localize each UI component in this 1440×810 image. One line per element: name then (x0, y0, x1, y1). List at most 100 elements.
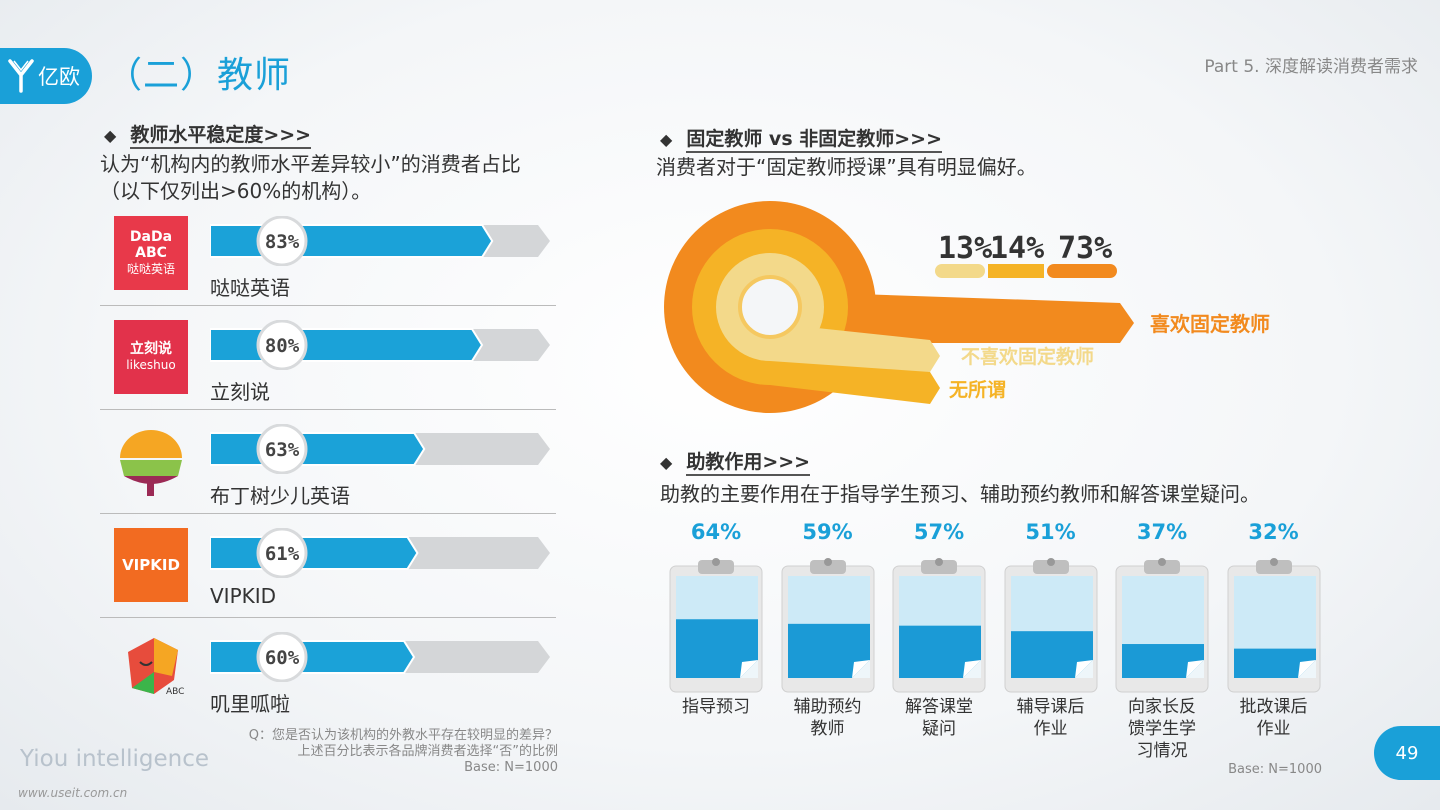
clipboard-bar (1004, 558, 1097, 693)
fixed-teacher-heading: ◆ 固定教师 vs 非固定教师>>> (660, 124, 942, 153)
clip-icon (1255, 560, 1292, 574)
brand-bar: 80% (210, 320, 550, 370)
value-label: 61% (265, 543, 300, 565)
arrow-prefer (770, 291, 1134, 343)
assistant-category-label: 向家长反 馈学生学 习情况 (1114, 696, 1210, 762)
assistant-category-line: 作业 (1256, 719, 1291, 739)
assistant-category-line: 习情况 (1136, 741, 1188, 761)
assistant-category-line: 向家长反 (1128, 697, 1196, 717)
brand-logo-text: VIPKID (122, 556, 180, 574)
donut-hole (740, 277, 800, 337)
brand-logo-text: 立刻说 (129, 341, 172, 357)
assistant-category-line: 教师 (810, 719, 845, 739)
part-label: Part 5. 深度解读消费者需求 (1204, 57, 1418, 77)
bar-fill (210, 328, 484, 362)
page-number: 49 (1374, 726, 1440, 780)
legend-percent: 14% (990, 231, 1044, 266)
brand-name: 立刻说 (210, 380, 270, 404)
brand-logo-subtext: likeshuo (126, 358, 176, 372)
assistant-category-label: 批改课后 作业 (1226, 696, 1322, 740)
assistant-value-label: 57% (913, 520, 965, 544)
svg-text:ABC: ABC (166, 687, 184, 697)
fixed-teacher-subtitle: 消费者对于“固定教师授课”具有明显偏好。 (656, 155, 1037, 179)
value-label: 83% (265, 231, 300, 253)
assistant-value-label: 37% (1136, 520, 1188, 544)
teacher-stability-subtitle: 认为“机构内的教师水平差异较小”的消费者占比 （以下仅列出>60%的机构）。 (100, 152, 521, 203)
value-circle (256, 216, 308, 266)
watermark: www.useit.com.cn (18, 786, 128, 800)
brand-logo-icon: ABC (114, 632, 188, 706)
footer-brand-text: Yiou intelligence (20, 746, 210, 772)
clipboard-bar (669, 558, 763, 693)
brand-name: VIPKID (210, 584, 277, 608)
brand-name: 哒哒英语 (210, 276, 290, 300)
assistant-category-line: 辅助预约 (793, 697, 862, 717)
bar-fill (210, 432, 426, 466)
right-footnote: Base: N=1000 (1228, 762, 1322, 777)
brand-name: 叽里呱啦 (210, 692, 290, 716)
clip-icon (809, 560, 846, 574)
brand-logo-icon: 立刻说 likeshuo (114, 320, 188, 394)
assistant-category-label: 指导预习 (668, 696, 764, 718)
diamond-bullet-icon: ◆ (660, 130, 673, 149)
legend-swatch-indifferent (988, 264, 1044, 278)
assistant-value-label: 32% (1248, 520, 1299, 544)
brand-logo-subtext: 哒哒英语 (126, 262, 175, 276)
row-divider (100, 617, 556, 618)
clipboard-bar (1115, 558, 1209, 693)
assistant-heading: ◆ 助教作用>>> (660, 447, 811, 476)
clip-icon (1032, 560, 1069, 574)
left-footnote: Q：您是否认为该机构的外教水平存在较明显的差异？ 上述百分比表示各品牌消费者选择… (248, 728, 558, 775)
page-title: （二）教师 (106, 55, 292, 96)
legend-swatch-prefer (1047, 264, 1117, 278)
logo-badge: 亿欧 (0, 48, 92, 104)
row-divider (100, 513, 556, 514)
assistant-category-label: 辅导课后 作业 (1003, 696, 1099, 740)
value-label: 60% (265, 647, 300, 669)
brand-bar: 83% (210, 216, 550, 266)
assistant-subtitle: 助教的主要作用在于指导学生预习、辅助预约教师和解答课堂疑问。 (660, 482, 1260, 506)
brand-bar: 61% (210, 528, 550, 578)
brand-logo-text: DaDa ABC (129, 229, 173, 261)
value-circle (256, 320, 308, 370)
brand-bar: 63% (210, 424, 550, 474)
value-circle (256, 528, 308, 578)
assistant-category-line: 批改课后 (1239, 697, 1308, 717)
legend-percent: 13% (938, 231, 992, 266)
bar-fill (210, 536, 419, 570)
brand-row: 63% 布丁树少儿英语 (100, 410, 556, 514)
brand-row: ABC 60% 叽里呱啦 (100, 618, 556, 722)
assistant-category-line: 疑问 (922, 719, 956, 739)
brand-logo-icon: VIPKID (114, 528, 188, 602)
brand-name: 布丁树少儿英语 (210, 484, 350, 508)
legend-swatch-dislike (935, 264, 985, 278)
assistant-value-label: 51% (1025, 520, 1076, 544)
clip-icon (698, 560, 734, 574)
label-indifferent: 无所谓 (949, 379, 1006, 401)
logo-text: 亿欧 (38, 65, 80, 89)
arrow-dislike (770, 323, 940, 372)
brand-row: DaDa ABC 哒哒英语 83% 哒哒英语 (100, 202, 556, 306)
clipboard-bar (892, 558, 986, 693)
clip-icon (921, 560, 957, 574)
assistant-category-line: 指导预习 (682, 697, 750, 717)
label-dislike: 不喜欢固定教师 (961, 345, 1094, 368)
assistant-category-label: 解答课堂 疑问 (891, 696, 987, 740)
row-divider (100, 305, 556, 306)
value-label: 63% (265, 439, 300, 461)
value-label: 80% (265, 335, 300, 357)
row-divider (100, 409, 556, 410)
yiou-logo-icon (8, 59, 34, 93)
clipboard-bar (1227, 558, 1320, 693)
assistant-category-line: 馈学生学 (1128, 719, 1196, 739)
value-circle (256, 424, 308, 474)
diamond-bullet-icon: ◆ (660, 453, 673, 472)
brand-row: VIPKID 61% VIPKID (100, 514, 556, 618)
assistant-category-line: 辅导课后 (1016, 697, 1085, 717)
clipboard-bar (781, 558, 874, 693)
legend-percent: 73% (1058, 231, 1112, 266)
label-prefer: 喜欢固定教师 (1150, 312, 1270, 336)
assistant-value-label: 64% (690, 520, 742, 544)
diamond-bullet-icon: ◆ (104, 126, 117, 145)
